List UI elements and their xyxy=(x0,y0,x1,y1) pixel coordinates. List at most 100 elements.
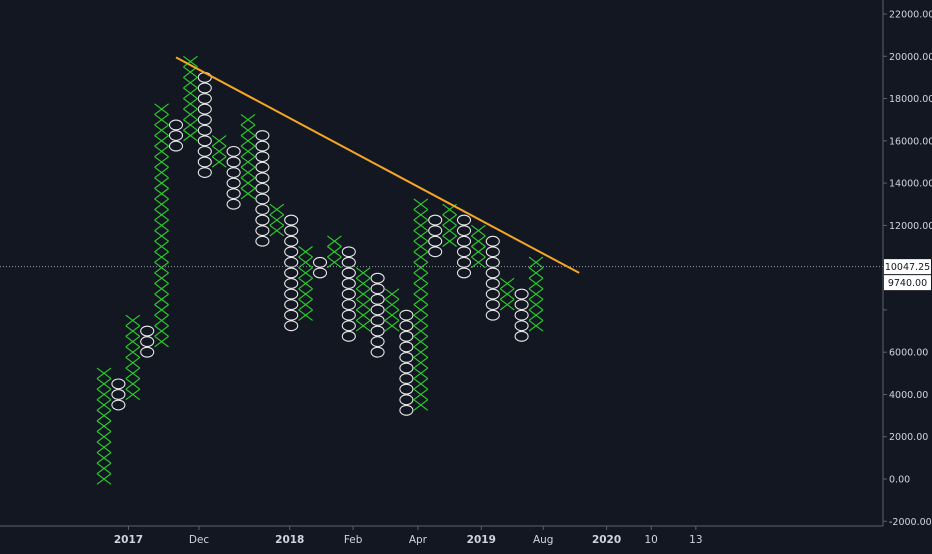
o-mark xyxy=(197,82,212,94)
o-mark xyxy=(485,235,500,247)
x-mark xyxy=(471,224,486,237)
o-mark xyxy=(341,320,356,332)
x-mark xyxy=(528,309,544,321)
x-mark xyxy=(442,235,457,247)
x-axis[interactable]: 2017 Dec 2018 Feb Apr 2019 Aug 2020 10 13 xyxy=(0,525,883,546)
x-column xyxy=(355,267,371,332)
x-mark xyxy=(240,145,256,158)
o-mark xyxy=(514,309,529,321)
o-mark xyxy=(341,256,356,268)
o-mark xyxy=(111,378,126,390)
x-column xyxy=(471,224,486,269)
price-labels: 10047.25 9740.00 xyxy=(884,259,931,291)
x-mark xyxy=(125,325,141,337)
y-tick-label: 0.00 xyxy=(889,475,910,486)
o-mark xyxy=(485,256,500,268)
x-tick-label: 2019 xyxy=(467,534,496,546)
x-column xyxy=(211,135,227,168)
x-mark xyxy=(327,235,342,247)
o-mark xyxy=(197,145,212,157)
x-mark xyxy=(413,209,429,221)
x-mark xyxy=(125,388,141,401)
o-mark xyxy=(255,235,270,247)
o-column xyxy=(341,246,356,342)
x-mark xyxy=(154,177,169,189)
y-tick-label: 18000.00 xyxy=(889,94,932,105)
trendline[interactable] xyxy=(175,56,580,274)
o-mark xyxy=(370,346,385,358)
o-mark xyxy=(255,130,270,141)
price-label-box xyxy=(884,259,931,275)
x-mark xyxy=(528,256,544,269)
o-mark xyxy=(514,320,529,332)
x-mark xyxy=(327,256,342,269)
o-mark xyxy=(399,362,414,374)
o-mark xyxy=(456,235,472,247)
x-mark xyxy=(528,288,544,300)
o-column xyxy=(370,272,385,358)
o-mark xyxy=(197,167,212,178)
y-tick-label: 16000.00 xyxy=(889,136,932,147)
o-mark xyxy=(284,320,299,332)
price-label-box xyxy=(884,275,931,291)
x-mark xyxy=(240,124,256,136)
y-axis[interactable]: -2000.00 0.00 2000.00 4000.00 6000.00 12000.0… xyxy=(882,0,932,528)
o-column xyxy=(284,214,299,332)
o-mark xyxy=(341,299,356,311)
price-label: 10047.25 xyxy=(884,259,931,275)
o-column xyxy=(485,235,500,321)
x-mark xyxy=(240,113,256,126)
x-tick-label: Apr xyxy=(409,534,428,546)
y-tick-label: 20000.00 xyxy=(889,52,932,63)
o-mark xyxy=(341,330,356,342)
o-mark xyxy=(485,246,500,258)
x-mark xyxy=(442,224,457,237)
o-mark xyxy=(226,167,241,178)
x-mark xyxy=(154,314,169,327)
x-mark xyxy=(298,256,313,269)
o-mark xyxy=(168,140,184,152)
x-mark xyxy=(413,230,429,242)
x-mark xyxy=(528,320,544,332)
x-mark xyxy=(183,119,198,131)
o-mark xyxy=(197,124,212,136)
o-column xyxy=(197,71,212,178)
x-mark xyxy=(240,135,256,147)
x-mark xyxy=(154,335,169,348)
o-mark xyxy=(341,278,356,289)
x-mark xyxy=(269,203,285,216)
x-mark xyxy=(154,209,169,221)
x-mark xyxy=(154,283,169,295)
x-mark xyxy=(413,378,429,390)
x-mark xyxy=(183,55,198,68)
x-column xyxy=(240,113,256,200)
x-column xyxy=(125,314,141,401)
x-mark xyxy=(298,267,313,279)
y-tick-label: 6000.00 xyxy=(889,348,928,359)
pnf-columns xyxy=(96,55,544,485)
o-mark xyxy=(284,267,299,279)
o-mark xyxy=(399,394,414,406)
o-mark xyxy=(312,256,328,268)
o-mark xyxy=(255,140,270,152)
x-mark xyxy=(154,304,169,316)
x-mark xyxy=(96,399,112,411)
x-mark xyxy=(154,124,169,136)
o-mark xyxy=(399,330,414,342)
o-mark xyxy=(197,156,212,168)
o-mark xyxy=(485,267,500,279)
x-mark xyxy=(154,293,169,306)
x-column xyxy=(442,203,457,247)
x-mark xyxy=(413,240,429,253)
x-mark xyxy=(499,277,515,290)
o-mark xyxy=(456,256,472,268)
o-column xyxy=(399,309,414,416)
x-mark xyxy=(154,325,169,337)
x-mark xyxy=(154,261,169,274)
o-mark xyxy=(341,246,356,258)
o-mark xyxy=(284,309,299,321)
o-mark xyxy=(370,304,385,316)
x-column xyxy=(269,203,285,237)
